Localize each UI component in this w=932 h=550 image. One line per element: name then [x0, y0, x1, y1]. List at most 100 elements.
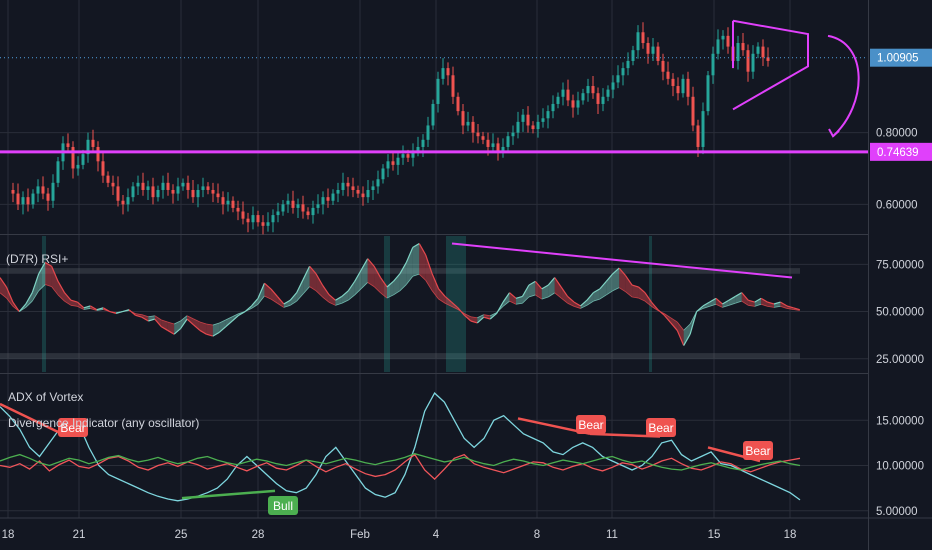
rsi-fill-segment [387, 281, 394, 299]
candle-body [411, 150, 415, 158]
rsi-signal-segment [444, 302, 452, 307]
rsi-fill-segment [38, 262, 46, 291]
adx-tick-label: 15.00000 [876, 415, 924, 427]
candle-body [541, 118, 545, 122]
rsi-line-segment [683, 333, 691, 346]
candle-body [711, 53, 715, 76]
candle-body [251, 215, 255, 223]
rsi-line-segment [276, 296, 285, 305]
candle-body [71, 146, 75, 169]
candle-body [611, 82, 615, 90]
rsi-signal-segment [270, 298, 278, 304]
candle-body [51, 182, 55, 201]
candle-body [206, 186, 210, 190]
candle-body [456, 96, 460, 112]
rsi-signal-segment [238, 311, 246, 315]
rsi-line-segment [541, 284, 549, 290]
rsi-line-segment [257, 282, 266, 299]
rsi-line-segment [335, 295, 343, 301]
candle-body [496, 143, 500, 151]
rsi-line-segment [225, 320, 233, 328]
candle-body [351, 186, 355, 190]
candle-body [111, 182, 115, 187]
rsi-signal-segment [767, 305, 775, 308]
rsi-line-segment [625, 275, 633, 286]
rsi-signal-segment [715, 303, 723, 308]
price-tick-label: 0.60000 [876, 199, 918, 211]
candle-body [486, 139, 490, 147]
rsi-fill-segment [374, 266, 381, 293]
price-label-badge [870, 142, 932, 161]
rsi-signal-segment [496, 306, 504, 313]
candle-body [81, 154, 85, 165]
rsi-line-segment [322, 284, 330, 295]
rsi-line-segment [180, 318, 188, 329]
candle-body [326, 197, 330, 201]
candle-body [266, 222, 270, 226]
bear-badge [58, 418, 88, 437]
rsi-line-segment [444, 295, 452, 303]
bear-badge [743, 441, 773, 460]
candle-body [291, 200, 295, 208]
rsi-signal-segment [141, 314, 149, 318]
rsi-signal-segment [638, 297, 646, 302]
price-panel[interactable] [0, 19, 868, 235]
price-label-text: 0.74639 [877, 147, 919, 159]
candle-body [631, 50, 635, 61]
rsi-signal-segment [212, 322, 220, 326]
candle-body [426, 125, 430, 140]
rsi-line-segment [780, 301, 788, 307]
rsi-fill-segment [219, 319, 226, 333]
price-axis[interactable]: 0.60000 0.80000 25.00000 50.00000 75.00000 5.… [868, 0, 932, 550]
candle-body [221, 197, 225, 205]
rsi-line-segment [748, 299, 755, 303]
rsi-signal-segment [116, 311, 123, 313]
rsi-signal-segment [380, 292, 388, 299]
rsi-line-segment [5, 286, 14, 303]
rsi-highlight-zone [384, 236, 390, 372]
rsi-highlight-zone [42, 236, 46, 372]
candle-body [201, 186, 205, 190]
rsi-band [0, 268, 800, 274]
candle-body [446, 68, 450, 76]
candle-body [236, 207, 240, 212]
candle-body [461, 111, 465, 126]
rsi-signal-segment [786, 308, 794, 310]
rsi-signal-segment [193, 318, 201, 323]
rsi-signal-segment [696, 308, 704, 312]
candle-body [721, 35, 725, 40]
candle-body [181, 182, 185, 187]
rsi-line-segment [483, 316, 491, 320]
rsi-signal-segment [45, 284, 52, 288]
rsi-highlight-zone [649, 236, 652, 372]
candle-body [296, 204, 300, 208]
rsi-signal-segment [64, 300, 72, 306]
candle-body [186, 182, 190, 190]
rsi-line-segment [489, 312, 498, 320]
rsi-signal-segment [251, 303, 259, 309]
candle-body [656, 46, 660, 61]
rsi-fill-segment [599, 281, 607, 300]
rsi-fill-segment [683, 324, 691, 346]
rsi-signal-segment [560, 297, 568, 304]
rsi-signal-segment [96, 309, 104, 311]
rsi-line-segment [644, 292, 652, 303]
rsi-signal-segment [296, 293, 304, 302]
candle-body [101, 161, 105, 176]
rsi-signal-segment [386, 294, 394, 299]
rsi-fill-segment [335, 296, 342, 306]
rsi-signal-segment [606, 290, 613, 296]
rsi-signal-segment [670, 317, 678, 323]
adx-panel[interactable]: Bear Bull Bear Bear Bear [0, 392, 801, 515]
time-axis[interactable]: 18 21 25 28 Feb 4 8 11 15 18 [0, 517, 932, 541]
rsi-line-segment [367, 258, 375, 267]
candle-body [666, 71, 670, 79]
rsi-panel[interactable] [0, 236, 800, 372]
candle-body [501, 146, 505, 151]
candle-body [366, 189, 370, 198]
rsi-line-segment [315, 273, 324, 286]
rsi-signal-segment [354, 288, 362, 296]
rsi-signal-segment [709, 303, 717, 307]
candle-body [531, 125, 535, 130]
rsi-signal-segment [406, 275, 414, 285]
